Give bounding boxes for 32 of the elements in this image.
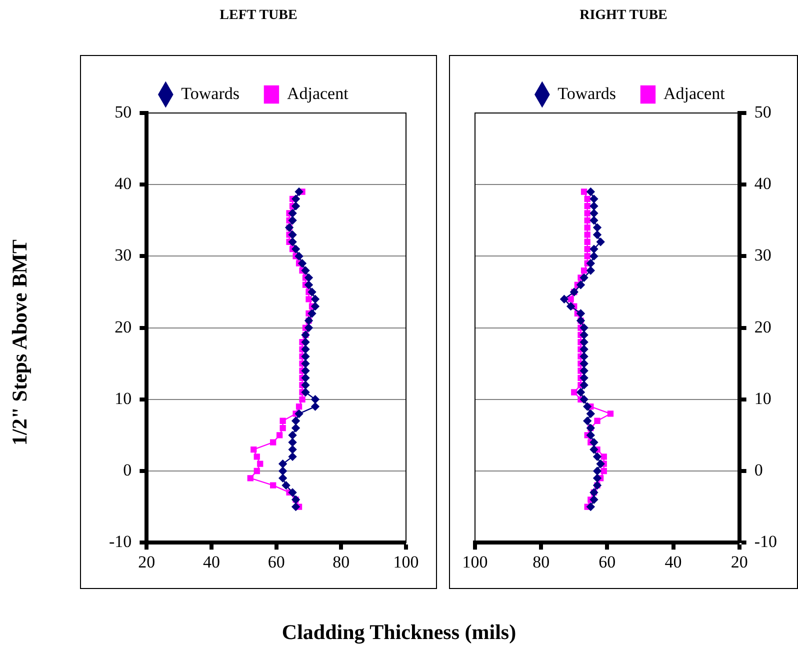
x-tick-label: 80	[332, 552, 350, 572]
y-tick-label: 50	[754, 102, 772, 122]
legend-label: Towards	[558, 84, 616, 103]
x-tick-label: 80	[532, 552, 550, 572]
y-tick-label: 0	[123, 460, 132, 480]
chart-title: RIGHT TUBE	[578, 8, 668, 24]
y-tick-label: 40	[114, 174, 132, 194]
y-tick-label: 10	[754, 388, 772, 408]
x-tick-label: 100	[393, 552, 419, 572]
x-axis-title: Cladding Thickness (mils)	[280, 620, 518, 645]
x-tick-label: 20	[138, 552, 156, 572]
x-tick-label: 100	[462, 552, 488, 572]
x-tick-label: 40	[202, 552, 220, 572]
y-tick-label: 30	[114, 246, 132, 265]
x-tick-label: 40	[664, 552, 682, 572]
y-tick-label: 0	[754, 460, 763, 480]
x-tick-label: 60	[268, 552, 285, 572]
y-tick-label: 30	[754, 246, 772, 265]
y-tick-label: -10	[754, 532, 778, 552]
y-tick-label: -10	[108, 532, 132, 552]
x-tick-label: 60	[598, 552, 616, 572]
y-tick-label: 20	[114, 317, 132, 336]
y-tick-label: 10	[114, 388, 132, 408]
y-tick-label: 50	[114, 102, 132, 122]
y-tick-label: 20	[754, 317, 772, 336]
legend-label: Adjacent	[663, 84, 726, 103]
legend-label: Towards	[181, 84, 240, 103]
y-axis-title: 1/2" Steps Above BMT	[8, 238, 32, 448]
x-tick-label: 20	[730, 552, 748, 572]
y-tick-label: 40	[754, 174, 772, 194]
legend-label: Adjacent	[286, 84, 349, 103]
chart-title: LEFT TUBE	[218, 8, 298, 24]
